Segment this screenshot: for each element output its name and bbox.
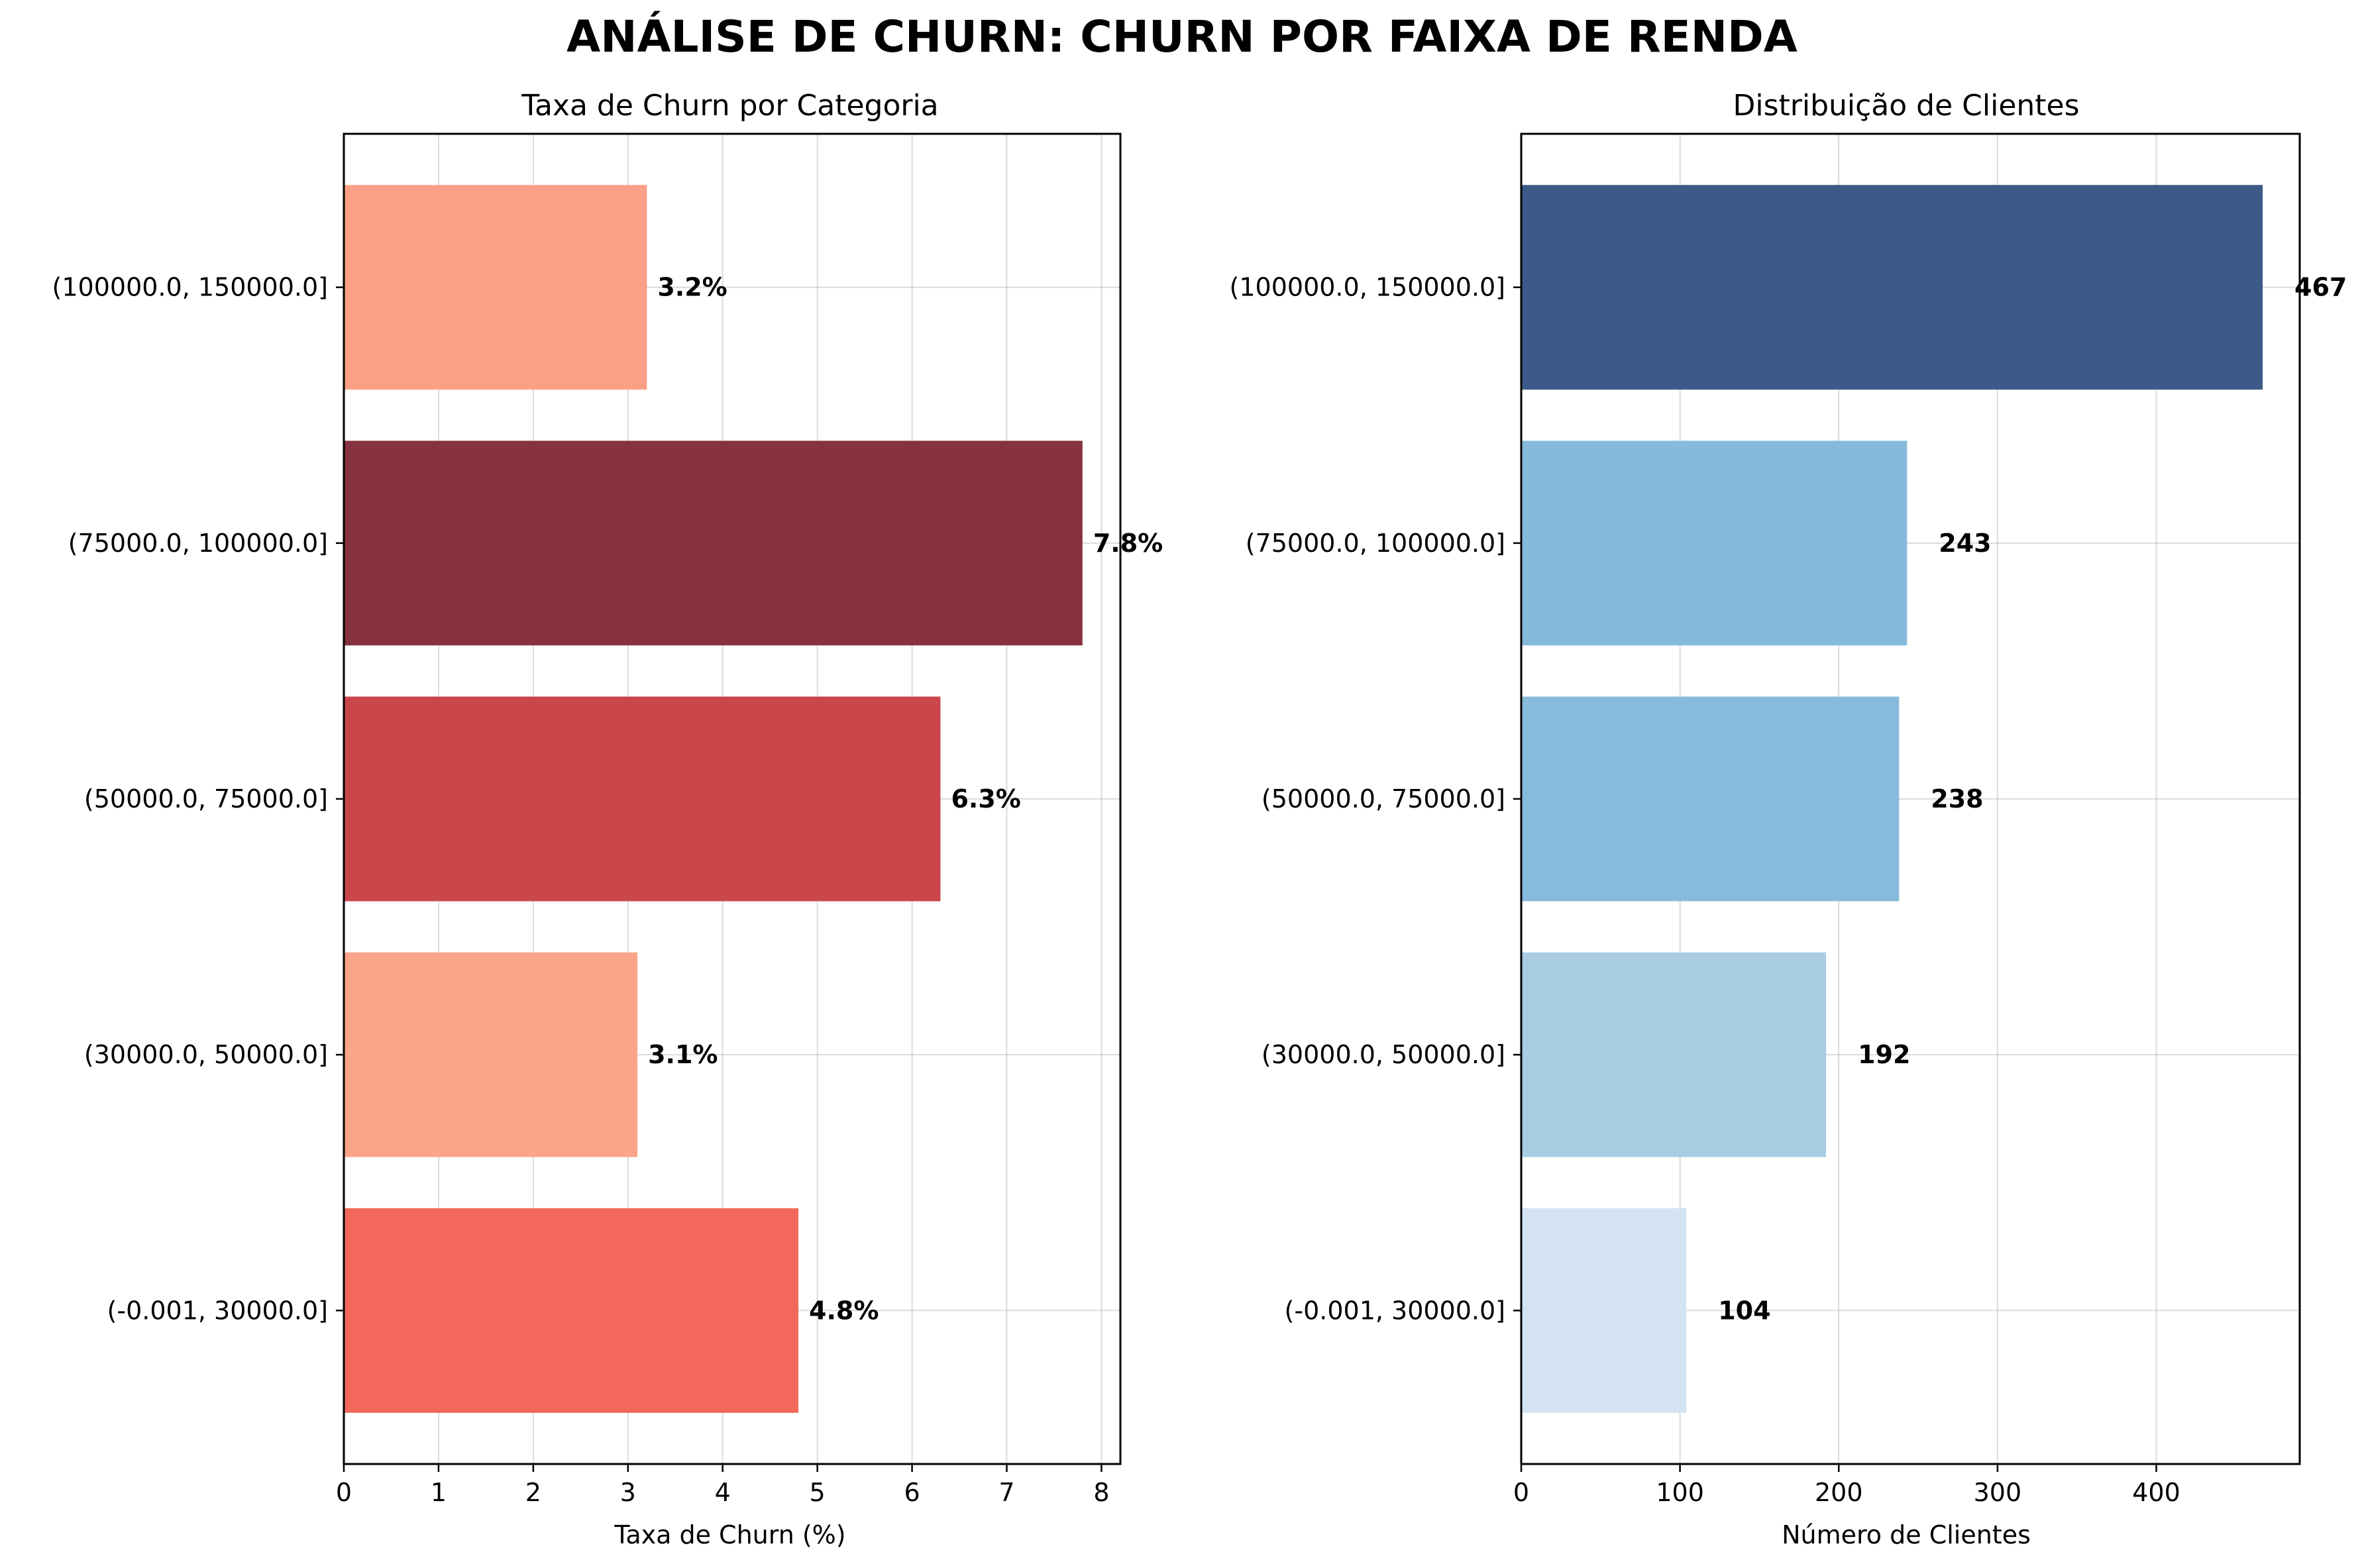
churn-rate-value-label-3: 7.8% [1093,529,1163,558]
churn-rate-xlabel: Taxa de Churn (%) [614,1520,845,1549]
churn-rate-xtick-label-8: 8 [1093,1478,1109,1507]
churn-rate-xtick-label-1: 1 [431,1478,447,1507]
customer-distribution-bar-2 [1521,696,1900,902]
churn-rate-category-label-2: (50000.0, 75000.0] [84,784,328,813]
customer-distribution-value-label-2: 238 [1931,784,1983,813]
churn-rate-bar-3 [344,441,1083,646]
churn-rate-bar-2 [344,696,941,902]
churn-rate-xtick-label-5: 5 [810,1478,826,1507]
churn-rate-xtick-label-6: 6 [904,1478,920,1507]
customer-distribution-xtick-label-4: 400 [2132,1478,2180,1507]
churn-rate-xtick-label-4: 4 [715,1478,731,1507]
figure-suptitle: ANÁLISE DE CHURN: CHURN POR FAIXA DE REN… [566,11,1798,62]
churn-rate-category-label-4: (100000.0, 150000.0] [52,273,328,302]
churn-rate-category-label-1: (30000.0, 50000.0] [84,1040,328,1069]
customer-distribution-xlabel: Número de Clientes [1782,1520,2031,1549]
churn-rate-xtick-label-2: 2 [525,1478,541,1507]
customer-distribution-value-label-1: 192 [1858,1040,1910,1069]
customer-distribution-bar-1 [1521,952,1827,1157]
churn-rate-value-label-4: 3.2% [657,273,727,302]
customer-distribution-value-label-0: 104 [1718,1296,1770,1325]
customer-distribution-category-label-3: (75000.0, 100000.0] [1246,529,1505,558]
churn-rate-category-label-0: (-0.001, 30000.0] [107,1296,328,1325]
customer-distribution-panel: Distribuição de Clientes Número de Clien… [1230,89,2347,1549]
customer-distribution-xtick-label-2: 200 [1815,1478,1863,1507]
customer-distribution-bar-4 [1521,185,2263,390]
customer-distribution-xtick-label-1: 100 [1656,1478,1704,1507]
customer-distribution-value-label-4: 467 [2294,273,2347,302]
churn-rate-value-label-1: 3.1% [648,1040,718,1069]
churn-rate-xtick-label-0: 0 [336,1478,352,1507]
churn-rate-title: Taxa de Churn por Categoria [521,89,938,123]
customer-distribution-xtick-label-3: 300 [1974,1478,2022,1507]
churn-rate-xtick-label-7: 7 [998,1478,1014,1507]
customer-distribution-category-label-1: (30000.0, 50000.0] [1262,1040,1505,1069]
churn-rate-value-label-2: 6.3% [951,784,1020,813]
customer-distribution-value-label-3: 243 [1939,529,1991,558]
churn-rate-bar-0 [344,1208,799,1413]
customer-distribution-title: Distribuição de Clientes [1733,89,2079,123]
customer-distribution-category-label-0: (-0.001, 30000.0] [1285,1296,1505,1325]
customer-distribution-xtick-label-0: 0 [1513,1478,1529,1507]
churn-rate-bar-4 [344,185,647,390]
customer-distribution-bar-3 [1521,441,1907,646]
customer-distribution-bar-0 [1521,1208,1687,1413]
churn-rate-panel: Taxa de Churn por Categoria Taxa de Chur… [52,89,1163,1549]
churn-rate-bar-1 [344,952,638,1157]
customer-distribution-category-label-2: (50000.0, 75000.0] [1262,784,1505,813]
customer-distribution-category-label-4: (100000.0, 150000.0] [1230,273,1505,302]
churn-rate-value-label-0: 4.8% [809,1296,879,1325]
churn-rate-category-label-3: (75000.0, 100000.0] [68,529,328,558]
churn-rate-xtick-label-3: 3 [620,1478,636,1507]
